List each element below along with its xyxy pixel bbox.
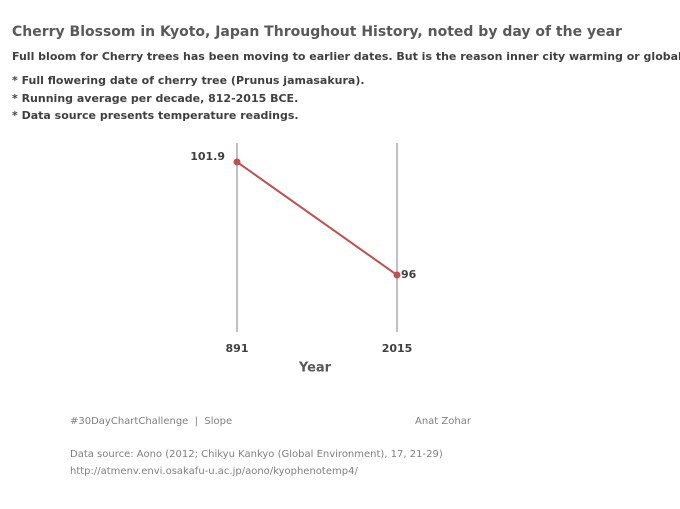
x-tick-label: 2015 bbox=[382, 342, 413, 355]
point bbox=[233, 158, 241, 166]
footer-tag: #30DayChartChallenge | Slope bbox=[70, 416, 232, 427]
x-tick-label: 891 bbox=[226, 342, 249, 355]
note: * Full flowering date of cherry tree (Pr… bbox=[12, 74, 365, 87]
title: Cherry Blossom in Kyoto, Japan Throughou… bbox=[12, 24, 622, 40]
value-label: 101.9 bbox=[190, 150, 225, 163]
x-axis-label: Year bbox=[298, 361, 332, 376]
value-label: 96 bbox=[401, 268, 417, 281]
source: http://atmenv.envi.osakafu-u.ac.jp/aono/… bbox=[70, 466, 358, 477]
note: * Running average per decade, 812-2015 B… bbox=[12, 92, 298, 105]
subtitle: Full bloom for Cherry trees has been mov… bbox=[12, 50, 680, 63]
note: * Data source presents temperature readi… bbox=[12, 109, 299, 122]
point bbox=[393, 271, 401, 279]
slope-line bbox=[236, 161, 398, 276]
footer-author: Anat Zohar bbox=[415, 416, 472, 427]
source: Data source: Aono (2012; Chikyu Kankyo (… bbox=[70, 449, 443, 460]
